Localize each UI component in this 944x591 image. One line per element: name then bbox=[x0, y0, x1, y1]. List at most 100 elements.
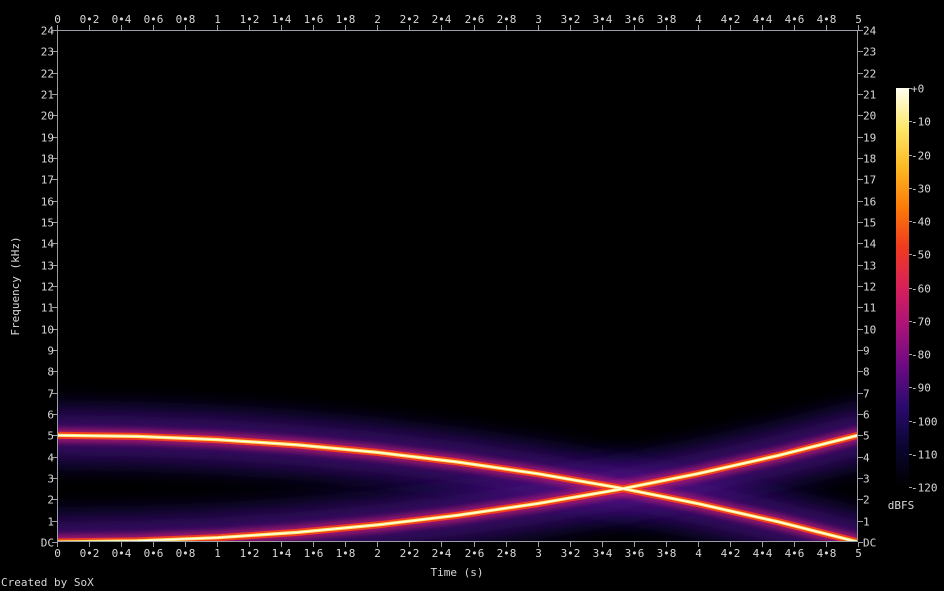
y-tick-label-right: 20 bbox=[863, 110, 876, 123]
x-tick-label-top: 0•2 bbox=[80, 13, 100, 26]
x-tick-label-bottom: 5 bbox=[855, 547, 862, 560]
y-tick-label-right: 11 bbox=[863, 302, 876, 315]
y-tick-label-right: 7 bbox=[863, 388, 870, 401]
colorbar-label: dBFS bbox=[888, 499, 915, 512]
colorbar bbox=[896, 88, 909, 487]
x-tick-label-top: 1•2 bbox=[240, 13, 260, 26]
colorbar-tick-label: -110 bbox=[911, 449, 938, 462]
y-tick-label-left: 18 bbox=[41, 153, 54, 166]
y-tick-label-left: 5 bbox=[47, 430, 54, 443]
y-tick-label-left: 15 bbox=[41, 217, 54, 230]
x-tick-label-top: 4 bbox=[695, 13, 702, 26]
x-tick-label-bottom: 3•8 bbox=[657, 547, 677, 560]
x-tick-label-bottom: 1•8 bbox=[336, 547, 356, 560]
y-tick-label-right: 13 bbox=[863, 260, 876, 273]
y-tick-label-right: 22 bbox=[863, 68, 876, 81]
x-axis-label: Time (s) bbox=[431, 566, 484, 579]
y-tick-label-left: 21 bbox=[41, 89, 54, 102]
colorbar-tick-label: -50 bbox=[911, 249, 931, 262]
y-tick-label-left: 1 bbox=[47, 516, 54, 529]
x-tick-label-top: 5 bbox=[855, 13, 862, 26]
x-tick-label-bottom: 2•6 bbox=[465, 547, 485, 560]
y-axis-label: Frequency (kHz) bbox=[9, 236, 22, 335]
y-tick-label-left: 9 bbox=[47, 345, 54, 358]
x-tick-label-top: 3•8 bbox=[657, 13, 677, 26]
x-tick-label-top: 1•4 bbox=[272, 13, 292, 26]
x-tick-label-top: 1 bbox=[214, 13, 221, 26]
x-tick-label-bottom: 2•4 bbox=[432, 547, 452, 560]
credit-text: Created by SoX bbox=[1, 576, 94, 589]
x-tick-label-bottom: 0•8 bbox=[176, 547, 196, 560]
y-tick-label-right: 10 bbox=[863, 324, 876, 337]
x-tick-label-top: 4•6 bbox=[785, 13, 805, 26]
y-tick-label-left: DC bbox=[41, 537, 54, 550]
x-tick-label-top: 3 bbox=[535, 13, 542, 26]
x-tick-label-top: 0 bbox=[54, 13, 61, 26]
y-tick-label-left: 12 bbox=[41, 281, 54, 294]
x-tick-label-bottom: 4•6 bbox=[785, 547, 805, 560]
y-tick-label-left: 8 bbox=[47, 366, 54, 379]
colorbar-tick-label: -80 bbox=[911, 349, 931, 362]
colorbar-tick-label: -120 bbox=[911, 482, 938, 495]
x-tick-label-bottom: 4•2 bbox=[721, 547, 741, 560]
x-tick-label-bottom: 2•2 bbox=[400, 547, 420, 560]
x-tick-label-top: 4•4 bbox=[753, 13, 773, 26]
x-tick-label-top: 2•2 bbox=[400, 13, 420, 26]
x-tick-label-bottom: 3•4 bbox=[593, 547, 613, 560]
x-tick-label-top: 0•8 bbox=[176, 13, 196, 26]
y-tick-label-left: 2 bbox=[47, 494, 54, 507]
y-tick-label-right: 12 bbox=[863, 281, 876, 294]
y-tick-label-left: 24 bbox=[41, 25, 55, 38]
colorbar-tick-label: -90 bbox=[911, 382, 931, 395]
colorbar-tick-label: -60 bbox=[911, 283, 931, 296]
x-tick-label-top: 3•6 bbox=[625, 13, 645, 26]
colorbar-tick-label: -20 bbox=[911, 150, 931, 163]
x-tick-label-bottom: 0•2 bbox=[80, 547, 100, 560]
colorbar-tick-label: -10 bbox=[911, 116, 931, 129]
y-tick-label-left: 10 bbox=[41, 324, 54, 337]
x-axis-bottom: 0 0•2 0•4 0•6 0•8 1 1•2 1•4 1•6 1•8 2 2•2 2•4 2•6 2•8 3… bbox=[54, 542, 862, 560]
trace-center-1 bbox=[57, 434, 858, 542]
x-tick-label-top: 3•4 bbox=[593, 13, 613, 26]
colorbar-tick-label: +0 bbox=[911, 83, 924, 96]
x-tick-label-bottom: 2•8 bbox=[497, 547, 517, 560]
x-tick-label-top: 4•8 bbox=[817, 13, 837, 26]
y-tick-label-left: 23 bbox=[41, 46, 54, 59]
y-tick-label-right: 24 bbox=[863, 25, 877, 38]
y-tick-label-left: 3 bbox=[47, 473, 54, 486]
y-tick-label-right: 2 bbox=[863, 494, 870, 507]
y-tick-label-right: 4 bbox=[863, 452, 870, 465]
y-tick-label-right: 18 bbox=[863, 153, 876, 166]
plot-frame bbox=[57, 30, 858, 542]
y-tick-label-left: 20 bbox=[41, 110, 54, 123]
y-tick-label-right: 8 bbox=[863, 366, 870, 379]
x-tick-label-bottom: 3•6 bbox=[625, 547, 645, 560]
y-tick-label-left: 17 bbox=[41, 174, 54, 187]
y-tick-label-right: 3 bbox=[863, 473, 870, 486]
x-tick-label-bottom: 0 bbox=[54, 547, 61, 560]
y-tick-label-right: DC bbox=[863, 537, 876, 550]
x-tick-label-top: 2•8 bbox=[497, 13, 517, 26]
trace-center-2 bbox=[57, 434, 858, 542]
y-tick-label-left: 13 bbox=[41, 260, 54, 273]
colorbar-tick-label: -100 bbox=[911, 416, 938, 429]
y-tick-label-right: 23 bbox=[863, 46, 876, 59]
y-tick-label-right: 17 bbox=[863, 174, 876, 187]
x-tick-label-top: 4•2 bbox=[721, 13, 741, 26]
y-tick-label-left: 7 bbox=[47, 388, 54, 401]
x-tick-label-top: 3•2 bbox=[561, 13, 581, 26]
x-tick-label-bottom: 1•2 bbox=[240, 547, 260, 560]
y-tick-label-left: 6 bbox=[47, 409, 54, 422]
x-tick-label-bottom: 1•6 bbox=[304, 547, 324, 560]
y-tick-label-left: 19 bbox=[41, 132, 54, 145]
x-tick-label-bottom: 3 bbox=[535, 547, 542, 560]
colorbar-tick-label: -40 bbox=[911, 216, 931, 229]
x-tick-label-bottom: 4•8 bbox=[817, 547, 837, 560]
y-tick-label-right: 14 bbox=[863, 238, 877, 251]
y-tick-label-right: 19 bbox=[863, 132, 876, 145]
x-tick-label-bottom: 3•2 bbox=[561, 547, 581, 560]
x-tick-label-top: 2•4 bbox=[432, 13, 452, 26]
x-tick-label-bottom: 0•4 bbox=[112, 547, 132, 560]
y-tick-label-right: 15 bbox=[863, 217, 876, 230]
